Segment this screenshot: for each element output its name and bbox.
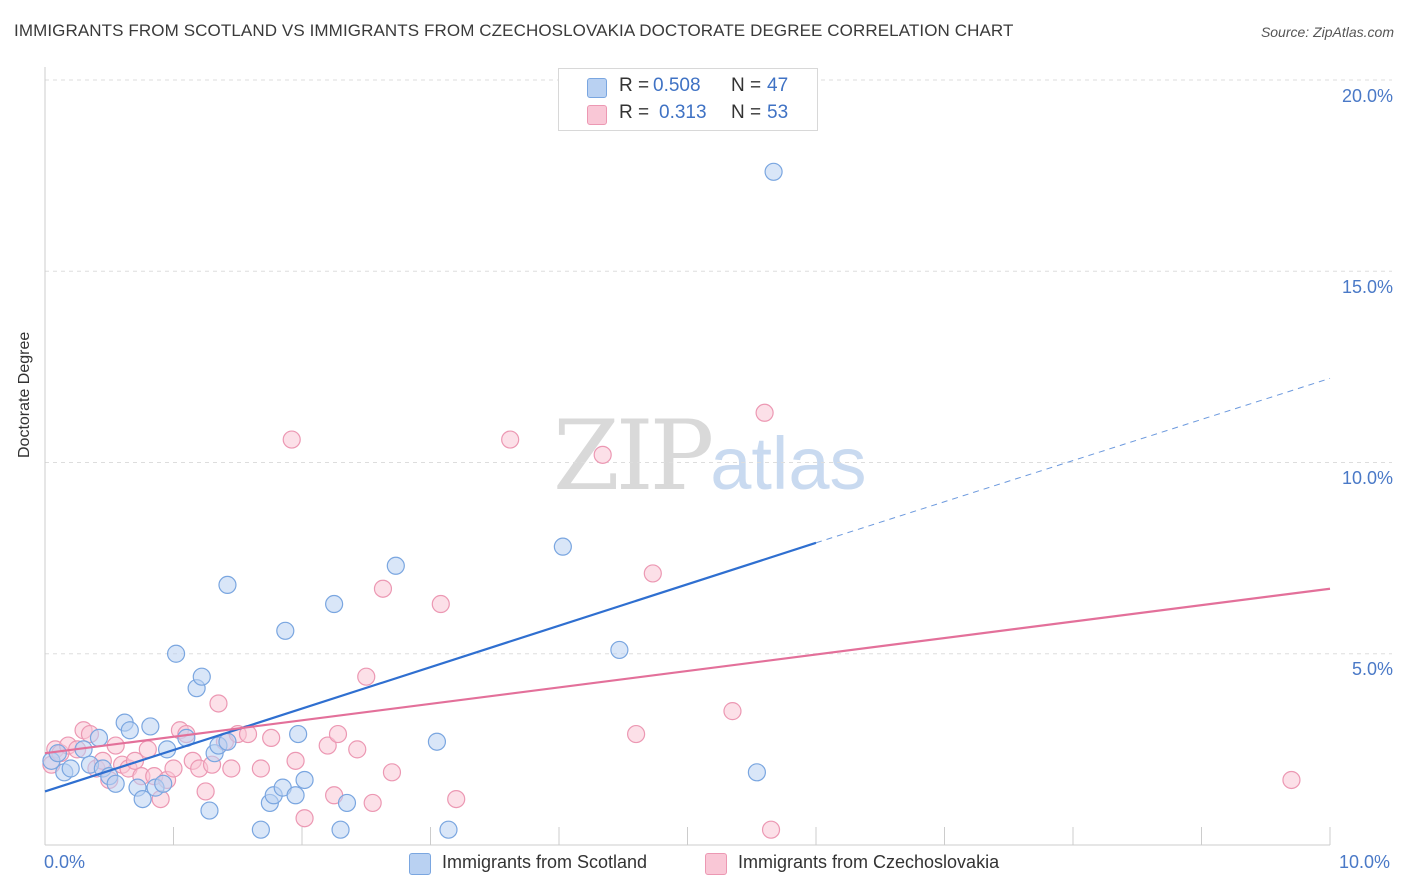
data-point-czechoslovakia — [222, 759, 241, 778]
data-point-czechoslovakia — [626, 724, 646, 744]
data-point-scotland — [331, 820, 350, 839]
data-point-czechoslovakia — [251, 759, 270, 778]
grid-lines — [45, 79, 1392, 655]
data-point-scotland — [764, 162, 783, 181]
data-point-scotland — [133, 789, 152, 809]
r-value-czechoslovakia: 0.313 — [659, 102, 707, 123]
data-point-scotland — [141, 717, 160, 736]
n-value-czechoslovakia: 53 — [767, 102, 789, 123]
swatch-czechoslovakia — [587, 105, 607, 125]
y-tick-label: 5.0% — [1351, 659, 1393, 679]
data-point-scotland — [747, 763, 766, 782]
data-point-scotland — [200, 801, 219, 820]
watermark: ZIPatlas — [553, 400, 867, 512]
data-point-czechoslovakia — [286, 751, 305, 770]
stats-box: R = 0.508 N = 47 R = 0.313 N = 53 — [558, 68, 818, 131]
data-point-czechoslovakia — [593, 445, 612, 464]
data-point-scotland — [218, 732, 237, 751]
data-point-scotland — [439, 820, 458, 839]
data-point-czechoslovakia — [348, 740, 367, 759]
data-point-czechoslovakia — [382, 763, 402, 782]
data-point-czechoslovakia — [761, 820, 781, 839]
data-point-scotland — [295, 770, 314, 790]
r-label: R = — [619, 75, 650, 96]
source-label: Source: ZipAtlas.com — [1260, 24, 1394, 40]
data-point-scotland — [106, 774, 125, 793]
data-point-scotland — [286, 786, 305, 805]
data-point-scotland — [251, 820, 270, 839]
y-tick-label: 15.0% — [1341, 277, 1393, 297]
y-tick-label: 10.0% — [1341, 468, 1393, 488]
series-czechoslovakia — [42, 403, 1301, 839]
n-label: N = — [731, 75, 762, 96]
stats-row-scotland: R = 0.508 N = 47 — [559, 75, 817, 101]
legend-label-czechoslovakia: Immigrants from Czechoslovakia — [738, 852, 1000, 872]
data-point-scotland — [427, 732, 447, 751]
legend-label-scotland: Immigrants from Scotland — [442, 852, 648, 872]
watermark-atlas: atlas — [710, 422, 867, 505]
n-value-scotland: 47 — [767, 75, 789, 96]
data-point-czechoslovakia — [196, 782, 215, 801]
data-point-czechoslovakia — [723, 702, 742, 721]
data-point-scotland — [386, 556, 405, 575]
data-point-scotland — [166, 644, 186, 663]
axes — [44, 67, 1331, 846]
data-point-czechoslovakia — [164, 759, 183, 778]
data-point-scotland — [192, 667, 211, 686]
data-point-scotland — [553, 537, 572, 556]
watermark-zip: ZIP — [553, 400, 714, 512]
data-point-czechoslovakia — [373, 579, 393, 598]
r-label: R = — [619, 102, 650, 123]
data-point-scotland — [337, 793, 357, 813]
series-scotland — [42, 162, 783, 839]
data-point-scotland — [325, 594, 344, 614]
data-point-czechoslovakia — [643, 564, 662, 583]
data-point-czechoslovakia — [209, 694, 228, 713]
n-label: N = — [731, 102, 762, 123]
data-point-scotland — [89, 728, 109, 748]
data-point-czechoslovakia — [262, 728, 281, 748]
data-point-scotland — [276, 621, 295, 640]
data-point-scotland — [120, 721, 139, 740]
data-point-czechoslovakia — [447, 789, 466, 809]
y-axis-label: Doctorate Degree — [16, 331, 33, 458]
data-point-czechoslovakia — [282, 430, 301, 449]
trend-line-scotland — [44, 541, 817, 793]
data-point-scotland — [289, 724, 308, 744]
legend-swatch-czechoslovakia — [705, 853, 727, 875]
data-point-czechoslovakia — [501, 430, 520, 449]
data-point-czechoslovakia — [328, 724, 348, 744]
y-tick-label: 20.0% — [1341, 86, 1393, 106]
r-value-scotland: 0.508 — [653, 75, 701, 96]
data-point-scotland — [218, 575, 237, 595]
trend-line-scotland-extension — [815, 377, 1331, 544]
data-point-scotland — [154, 774, 173, 793]
trend-line-czechoslovakia — [44, 587, 1331, 755]
trend-lines — [44, 377, 1331, 793]
data-point-czechoslovakia — [318, 736, 337, 755]
data-point-czechoslovakia — [295, 809, 314, 828]
data-point-czechoslovakia — [1282, 770, 1301, 790]
data-point-czechoslovakia — [431, 594, 450, 614]
data-point-czechoslovakia — [357, 667, 376, 686]
data-point-scotland — [610, 640, 629, 660]
x-tick-label: 0.0% — [44, 852, 86, 872]
data-point-czechoslovakia — [755, 403, 774, 422]
x-tick-label: 10.0% — [1339, 852, 1391, 872]
data-point-scotland — [61, 759, 80, 778]
legend-swatch-scotland — [409, 853, 431, 875]
swatch-scotland — [587, 78, 607, 98]
chart-title: IMMIGRANTS FROM SCOTLAND VS IMMIGRANTS F… — [14, 21, 1014, 40]
stats-row-czechoslovakia: R = 0.313 N = 53 — [559, 102, 817, 128]
data-point-czechoslovakia — [363, 793, 382, 813]
